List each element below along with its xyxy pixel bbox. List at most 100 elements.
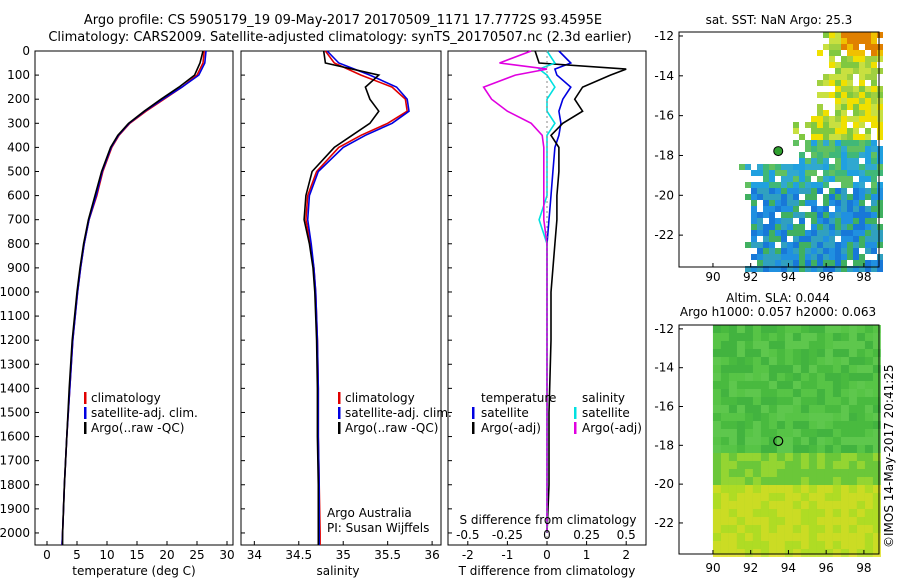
sla-cell [792,365,801,373]
sla-cell [712,437,721,445]
sla-cell [848,477,857,485]
sst-cell [829,212,835,218]
sst-cell [769,236,775,242]
sst-cell [793,164,799,170]
salinity-legend: climatology satellite-adj. clim. Argo(..… [327,391,452,535]
sla-cell [832,373,841,381]
sst-cell [811,128,817,134]
sst-cell [865,248,871,254]
sst-cell [805,194,811,200]
sla-cell [784,333,793,341]
sst-cell [841,146,847,152]
sst-cell [775,266,781,272]
sla-cell [856,421,865,429]
sla-cell [728,509,737,517]
sst-cell [769,254,775,260]
sla-cell [736,421,745,429]
sla-cell [840,397,849,405]
sst-cell [835,230,841,236]
sla-cell [824,349,833,357]
sla-cell [840,469,849,477]
sla-cell [784,381,793,389]
sla-cell [760,469,769,477]
sla-cell [840,349,849,357]
sla-cell [720,469,729,477]
sst-cell [835,98,841,104]
sla-cell [840,541,849,549]
sla-cell [728,517,737,525]
sst-cell [799,224,805,230]
sla-cell [792,405,801,413]
sst-cell [835,254,841,260]
sla-cell [856,453,865,461]
sla-cell [816,477,825,485]
sla-cell [824,397,833,405]
sst-cell [811,236,817,242]
sst-cell [787,164,793,170]
sla-cell [832,405,841,413]
sla-cell [808,429,817,437]
sla-map-frame [678,324,880,555]
sst-cell [853,68,859,74]
sla-cell [736,333,745,341]
sla-cell [864,429,873,437]
sla-cell [816,437,825,445]
argo-position-marker [773,146,784,157]
sla-cell [856,461,865,469]
sst-cell [877,92,883,98]
sst-cell [769,230,775,236]
sst-cell [787,218,793,224]
sst-cell [799,248,805,254]
sst-cell [805,266,811,272]
sla-cell [712,325,721,333]
sla-cell [848,357,857,365]
sst-cell [847,236,853,242]
sla-cell [744,373,753,381]
sla-cell [840,405,849,413]
sst-cell [829,140,835,146]
depth-tick-label: 2000 [0,526,30,540]
depth-tick-label: 300 [7,116,30,130]
sst-cell [805,182,811,188]
sst-cell [781,266,787,272]
sla-cell [712,493,721,501]
sla-cell [792,445,801,453]
sla-cell [768,549,777,557]
sst-cell [817,80,823,86]
sla-cell [800,429,809,437]
sst-cell [853,62,859,68]
sst-cell [763,248,769,254]
sst-cell [859,92,865,98]
sst-cell [835,212,841,218]
sst-cell [865,86,871,92]
sla-cell [752,501,761,509]
sla-cell [768,325,777,333]
sst-cell [835,68,841,74]
depth-tick-label: 1700 [0,454,30,468]
sla-cell [848,517,857,525]
sst-cell [793,194,799,200]
sla-cell [800,525,809,533]
sla-cell [792,373,801,381]
sla-cell [768,437,777,445]
sst-cell [859,104,865,110]
sla-cell [784,413,793,421]
sla-cell [864,405,873,413]
sla-cell [840,477,849,485]
sst-cell [847,74,853,80]
sla-cell [784,469,793,477]
sla-cell [720,341,729,349]
sst-cell [871,260,877,266]
sla-cell [872,477,881,485]
sst-cell [817,164,823,170]
sst-cell [799,260,805,266]
sla-cell [728,365,737,373]
sst-cell [877,170,883,176]
sst-cell [751,200,757,206]
sla-cell [760,389,769,397]
sst-cell [865,212,871,218]
sst-cell [823,176,829,182]
sla-cell [776,485,785,493]
salinity-note-institution: Argo Australia [327,506,412,520]
sst-cell [745,182,751,188]
